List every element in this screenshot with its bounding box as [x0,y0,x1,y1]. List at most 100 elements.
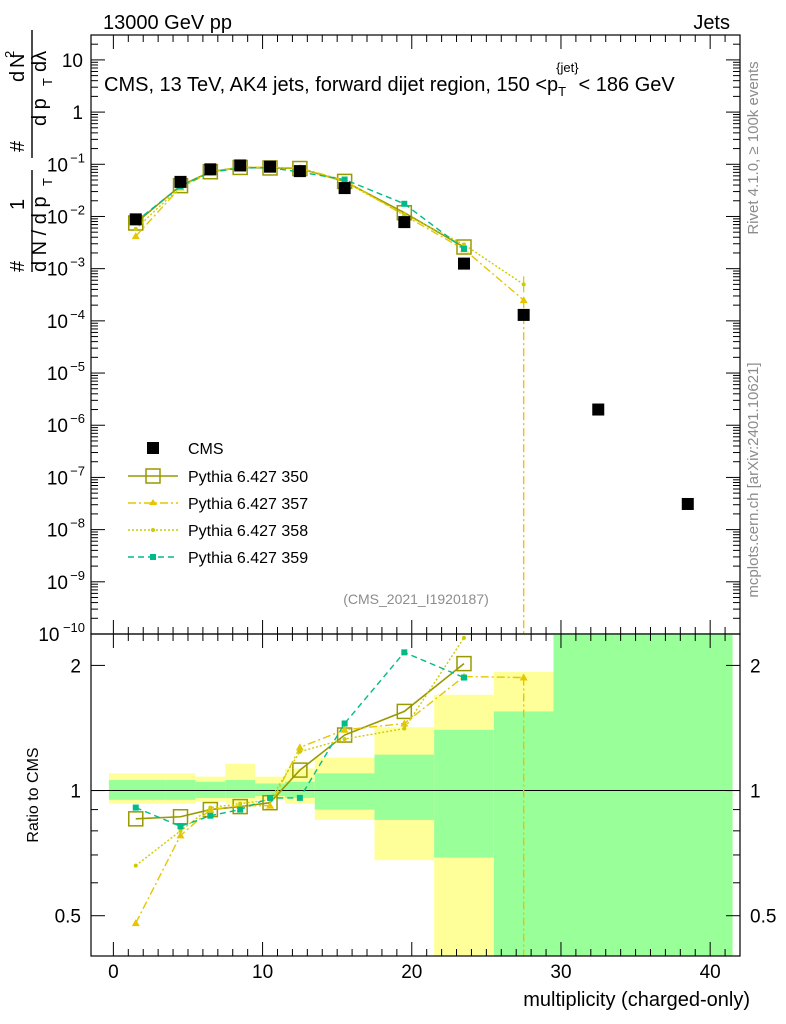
x-tick-label: 30 [550,962,571,983]
legend-marker-359 [150,554,156,560]
main-y-tick-label: 10 [47,312,68,333]
series-point-p358 [402,212,407,217]
ratio-point-p350 [396,703,413,720]
ratio-point-p358 [178,828,183,833]
ratio-point-p359 [132,804,139,811]
legend-label-357: Pythia 6.427 357 [188,496,308,513]
ratio-point-p357 [340,725,349,733]
cms-point [398,216,411,229]
ratio-point-p359 [207,812,214,819]
cms-point [457,257,470,270]
ratio-band-green [314,773,375,810]
main-y-tick-exponent: −5 [70,359,85,374]
main-y-tick-exponent: −1 [70,150,85,165]
svg-text:d N / d p: d N / d p [29,196,51,272]
ratio-line-p357 [135,675,524,924]
ratio-axis-ticks [91,634,741,957]
main-y-tick-exponent: −6 [70,411,85,426]
main-plot-frame [90,34,741,635]
main-y-tick-label: 10 [62,51,83,72]
main-axis-ticks [91,34,741,635]
ratio-point-p359 [460,674,467,681]
series-line-p358 [135,166,525,285]
legend-marker-cms [147,442,159,454]
svg-text:N: N [7,54,29,68]
cms-point [264,160,277,173]
ratio-y-tick-labels: 0.5 0.5 1 1 2 2 [55,656,777,927]
svg-text:1: 1 [7,199,29,210]
ratio-point-p359 [237,806,244,813]
header-energy-label: 13000 GeV pp [103,12,232,34]
main-y-tick-exponent: −4 [70,307,85,322]
main-y-tick-label: 10 [47,468,68,489]
legend-label-359: Pythia 6.427 359 [188,550,308,567]
series-point-p357 [131,232,140,240]
svg-text:#: # [7,260,29,272]
ratio-point-p359 [296,794,303,801]
ratio-point-p358 [133,863,138,868]
legend: CMS Pythia 6.427 350 Pythia 6.427 357 Py… [128,441,308,567]
legend-label-358: Pythia 6.427 358 [188,523,308,540]
x-tick-label: 10 [252,962,273,983]
x-axis-label: multiplicity (charged-only) [523,989,750,1011]
header-analysis-label: Jets [693,12,730,34]
ratio-uncertainty-bands [108,634,733,956]
ratio-band-green [374,754,435,820]
ratio-point-p357 [266,801,275,809]
cms-point [234,159,247,172]
svg-text:#: # [7,140,29,152]
ratio-point-p357 [131,919,140,927]
ratio-point-p358 [208,805,213,810]
svg-text:d: d [7,71,29,82]
ratio-point-p358 [402,726,407,731]
x-tick-label: 40 [700,962,721,983]
ratio-point-p357 [519,673,528,681]
ratio-band-green [165,780,196,800]
plot-title: CMS, 13 TeV, AK4 jets, forward dijet reg… [104,60,675,99]
ratio-point-p358 [297,749,302,754]
main-y-tick-label: 10 [47,260,68,281]
ratio-y-tick-label: 2 [70,656,81,677]
ratio-y-tick-label-right: 1 [750,782,761,803]
svg-text:T: T [40,178,55,186]
cms-data-points [129,159,694,510]
ratio-band-green [108,780,166,800]
svg-text:d p: d p [29,98,51,126]
ratio-plot-frame [90,633,741,957]
mcplots-reference-label: mcplots.cern.ch [arXiv:2401.10621] [745,362,762,597]
ratio-line-p358 [135,637,465,867]
main-y-tick-label: 10 [47,364,68,385]
main-y-tick-exponent: −9 [70,568,85,583]
ratio-point-p359 [401,649,408,656]
cms-point [204,163,217,176]
x-tick-label: 20 [401,962,422,983]
ratio-series-lines [128,635,528,956]
ratio-y-tick-label-right: 2 [750,656,761,677]
legend-marker-357 [149,499,157,505]
cms-point [174,175,187,188]
series-point-p357 [519,296,528,304]
ratio-point-p350 [292,762,308,778]
series-point-p359 [401,200,408,207]
series-point-p358 [461,242,466,247]
ratio-y-tick-label-right: 0.5 [750,907,776,928]
ratio-point-p358 [461,635,466,640]
ratio-point-p357 [176,831,185,839]
x-tick-labels: 0 10 20 30 40 [108,962,721,983]
legend-label-350: Pythia 6.427 350 [188,469,308,486]
ratio-point-p350 [128,811,144,827]
ratio-point-p359 [267,794,274,801]
rivet-version-label: Rivet 4.1.0, ≥ 100k events [745,61,762,234]
legend-marker-358 [151,528,155,532]
ratio-band-green [195,781,226,798]
ratio-band-green [553,634,733,956]
cms-point [293,165,306,178]
cms-point [129,213,142,226]
ratio-band-green [225,780,256,798]
ratio-band-green [284,781,315,798]
main-y-tick-label: 10 [47,207,68,228]
series-point-p358 [133,226,138,231]
